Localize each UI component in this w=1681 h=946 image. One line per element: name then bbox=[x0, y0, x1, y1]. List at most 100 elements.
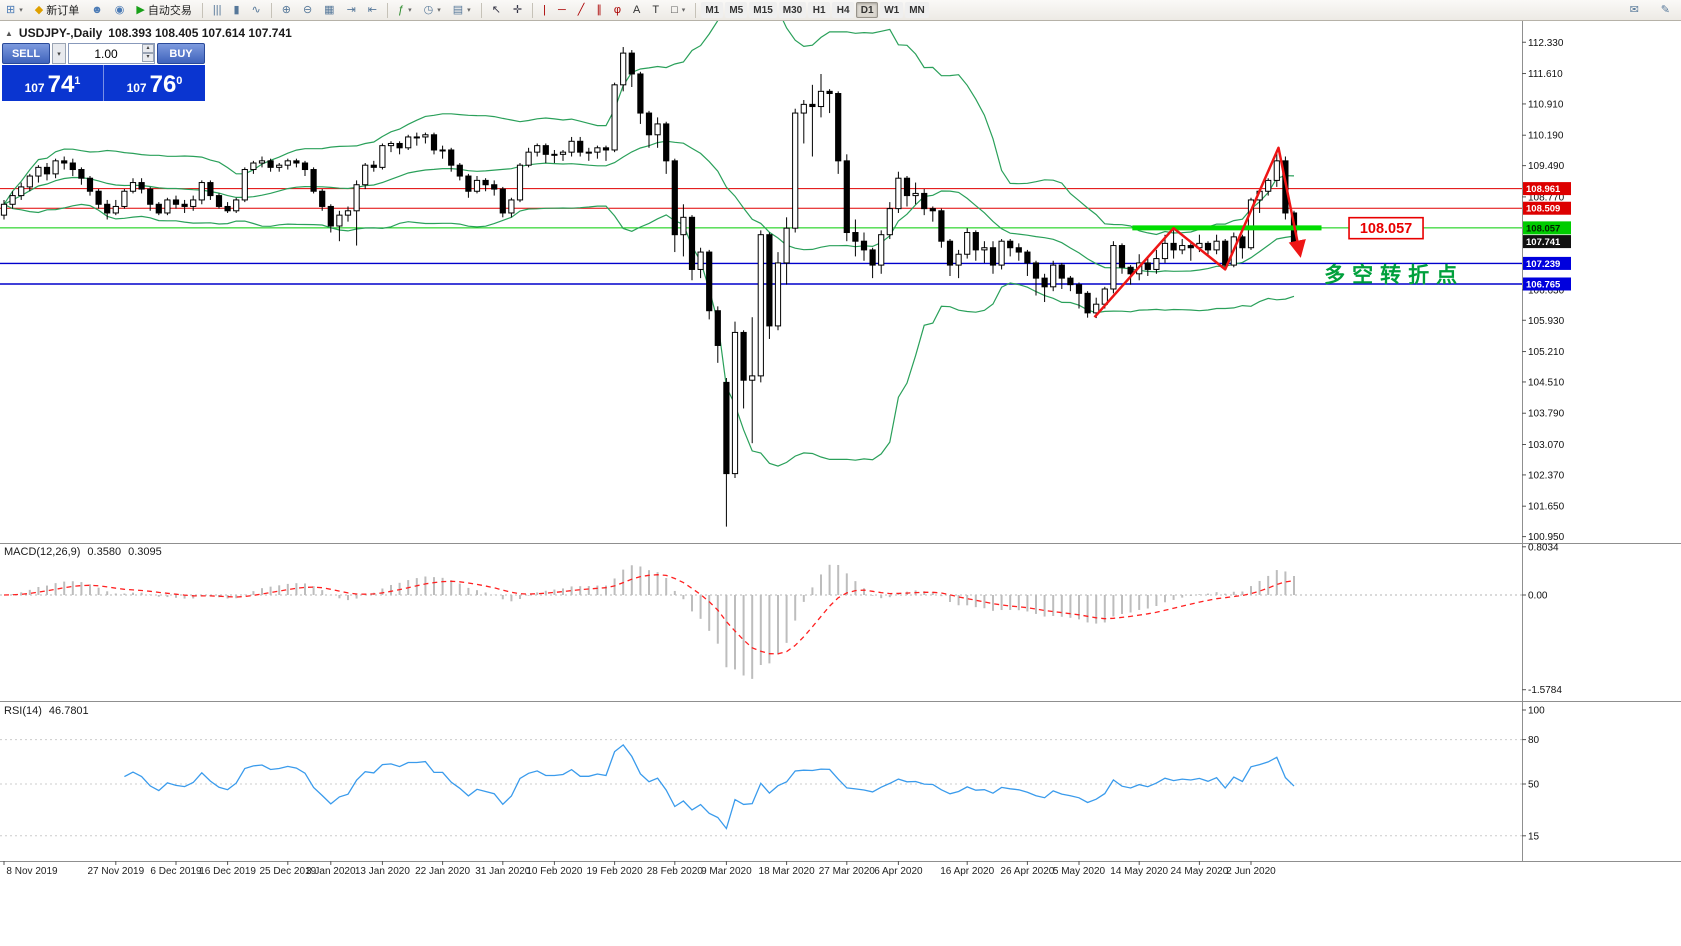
candle-body bbox=[155, 203, 162, 214]
timeframe-m1-button[interactable]: M1 bbox=[701, 2, 724, 18]
vertical-line-tool-icon: | bbox=[543, 3, 546, 16]
crosshair-button[interactable]: ✛ bbox=[508, 1, 527, 19]
trend-arrow-object[interactable] bbox=[1093, 146, 1306, 319]
volume-dropdown-button[interactable]: ▾ bbox=[52, 43, 66, 64]
turning-point-note[interactable]: 多空转折点 bbox=[1324, 263, 1464, 287]
sell-button[interactable]: SELL bbox=[2, 43, 50, 64]
toolbar-right: ✉ ✎ bbox=[1619, 0, 1681, 20]
candlestick-mode-icon: ▮ bbox=[233, 3, 240, 16]
one-click-trading-panel: SELL ▾ ▴ ▾ BUY 107 74 1 107 76 0 bbox=[2, 43, 205, 101]
timeframe-m15-button[interactable]: M15 bbox=[749, 2, 777, 18]
zoom-in-button[interactable]: ⊕ bbox=[277, 1, 296, 19]
bar-chart-mode-button[interactable]: ||| bbox=[208, 1, 227, 19]
autotrading-button[interactable]: ▶ 自动交易 bbox=[131, 1, 196, 19]
quick-edit-button[interactable]: ✎ bbox=[1656, 1, 1675, 19]
candle-body bbox=[422, 134, 429, 138]
timeframe-mn-button[interactable]: MN bbox=[905, 2, 929, 18]
price-marker-108.961: 108.961 bbox=[1523, 182, 1571, 196]
candle-body bbox=[989, 247, 997, 266]
candlestick-mode-button[interactable]: ▮ bbox=[228, 1, 244, 19]
profiles-button[interactable]: ☻ bbox=[86, 1, 108, 19]
one-click-collapse-icon[interactable]: ▲ bbox=[5, 28, 13, 38]
auto-scroll-button[interactable]: ⇥ bbox=[342, 1, 361, 19]
svg-text:105.210: 105.210 bbox=[1528, 347, 1565, 358]
toolbar-separator bbox=[387, 2, 388, 18]
buy-price-small: 107 bbox=[126, 81, 147, 95]
toolbar-separator bbox=[480, 2, 482, 18]
tile-windows-button[interactable]: ▦ bbox=[319, 1, 339, 19]
buy-button[interactable]: BUY bbox=[157, 43, 205, 64]
candle-body bbox=[1265, 179, 1272, 192]
timeframe-d1-button[interactable]: D1 bbox=[856, 2, 879, 18]
indicators-button[interactable]: ƒ ▾ bbox=[393, 1, 417, 19]
periods-button[interactable]: ◷ ▾ bbox=[419, 1, 446, 19]
candle-body bbox=[534, 145, 541, 153]
shapes-tool-button[interactable]: □ ▾ bbox=[666, 1, 690, 19]
candle-body bbox=[835, 93, 842, 162]
candle-body bbox=[465, 175, 472, 192]
timeframe-m5-button[interactable]: M5 bbox=[725, 2, 748, 18]
candle-body bbox=[688, 216, 696, 270]
svg-text:111.610: 111.610 bbox=[1528, 69, 1563, 80]
navigator-button[interactable]: ◉ bbox=[110, 1, 130, 19]
candle-body bbox=[43, 166, 51, 175]
new-order-label: 新订单 bbox=[46, 5, 80, 17]
volume-decrease-button[interactable]: ▾ bbox=[142, 53, 154, 62]
candle-body bbox=[714, 310, 721, 346]
candle-body bbox=[1153, 258, 1160, 270]
candle-body bbox=[568, 140, 575, 153]
chat-button[interactable]: ✉ bbox=[1625, 1, 1644, 19]
timeframe-m30-button[interactable]: M30 bbox=[778, 2, 807, 18]
candle-body bbox=[112, 205, 119, 214]
trade-panel-controls: SELL ▾ ▴ ▾ BUY bbox=[2, 43, 205, 64]
candle-body bbox=[1015, 247, 1022, 253]
candle-body bbox=[198, 182, 205, 201]
candle-body bbox=[78, 169, 85, 179]
sell-price[interactable]: 107 74 1 bbox=[2, 65, 103, 101]
svg-text:0.00: 0.00 bbox=[1528, 591, 1548, 602]
templates-button[interactable]: ▤ ▾ bbox=[448, 1, 476, 19]
candle-body bbox=[396, 142, 403, 149]
timeframe-w1-button[interactable]: W1 bbox=[880, 2, 904, 18]
new-order-button[interactable]: ◆ 新订单 bbox=[30, 1, 84, 19]
candle-body bbox=[594, 147, 601, 153]
vertical-line-tool-button[interactable]: | bbox=[538, 1, 551, 19]
svg-text:101.650: 101.650 bbox=[1528, 502, 1565, 513]
text-tool-button[interactable]: A bbox=[628, 1, 645, 19]
channel-tool-button[interactable]: ∥ bbox=[591, 1, 607, 19]
zoom-out-button[interactable]: ⊖ bbox=[298, 1, 317, 19]
candle-body bbox=[1161, 242, 1169, 260]
trendline-tool-button[interactable]: ╱ bbox=[573, 1, 590, 19]
candle-body bbox=[224, 205, 231, 212]
horizontal-line-tool-button[interactable]: ─ bbox=[553, 1, 571, 19]
toolbar-left: ⊞ ▾ ◆ 新订单 ☻ ◉ ▶ 自动交易 ||| ▮ ∿ ⊕ ⊖ ▦ ⇥ ⇤ ƒ ▾ ◷ ▾ ▤ ▾ ↖ ✛ | ─ ╱ ∥ φ A T □ ▾… bbox=[0, 0, 930, 20]
volume-increase-button[interactable]: ▴ bbox=[142, 44, 154, 53]
candle-body bbox=[164, 199, 171, 214]
candle-body bbox=[370, 164, 377, 168]
buy-price[interactable]: 107 76 0 bbox=[103, 65, 205, 101]
svg-text:-1.5784: -1.5784 bbox=[1528, 685, 1562, 696]
line-chart-mode-button[interactable]: ∿ bbox=[247, 1, 266, 19]
candle-body bbox=[972, 232, 979, 251]
svg-text:27 Nov 2019: 27 Nov 2019 bbox=[87, 866, 144, 877]
timeframe-h4-button[interactable]: H4 bbox=[832, 2, 855, 18]
candle-body bbox=[654, 123, 661, 136]
svg-text:102.370: 102.370 bbox=[1528, 470, 1565, 481]
candle-body bbox=[680, 216, 687, 236]
price-box-annotation[interactable]: 108.057 bbox=[1348, 216, 1424, 240]
volume-input[interactable] bbox=[68, 43, 155, 64]
fibonacci-tool-button[interactable]: φ bbox=[609, 1, 626, 19]
svg-text:27 Mar 2020: 27 Mar 2020 bbox=[819, 866, 876, 877]
new-chart-button[interactable]: ⊞ ▾ bbox=[1, 1, 28, 19]
candle-body bbox=[860, 240, 868, 251]
candle-body bbox=[938, 210, 945, 242]
timeframe-h1-button[interactable]: H1 bbox=[808, 2, 831, 18]
candle-body bbox=[1084, 292, 1091, 314]
label-tool-button[interactable]: T bbox=[647, 1, 664, 19]
candle-body bbox=[1144, 262, 1151, 270]
candle-body bbox=[542, 145, 549, 155]
toolbar-separator bbox=[532, 2, 534, 18]
candle-body bbox=[1179, 245, 1186, 251]
chart-shift-button[interactable]: ⇤ bbox=[363, 1, 382, 19]
cursor-button[interactable]: ↖ bbox=[487, 1, 506, 19]
